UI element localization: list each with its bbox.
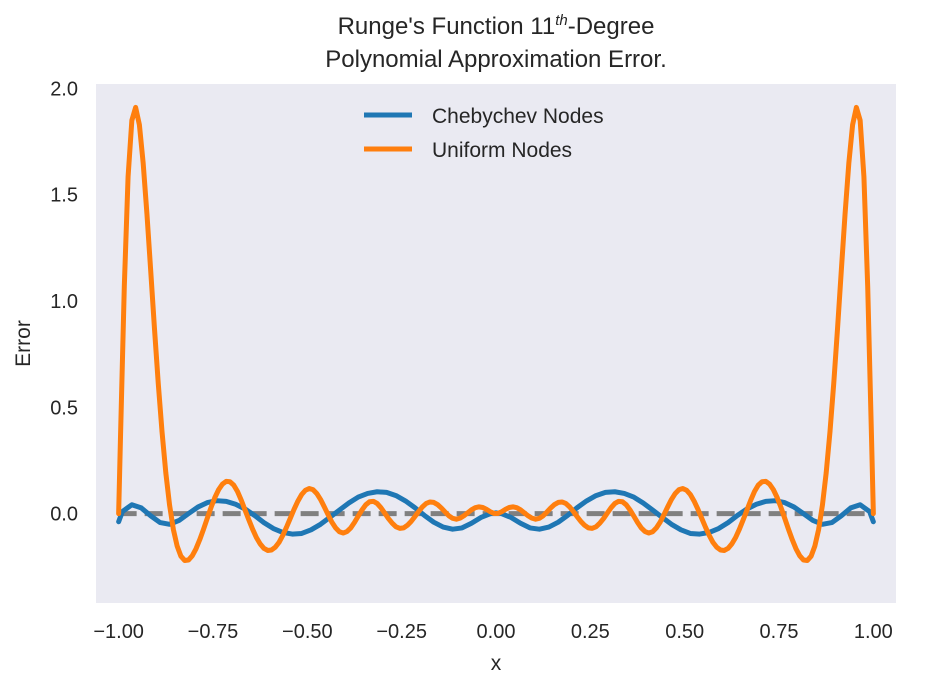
y-tick-label: 0.5 (50, 397, 78, 419)
x-tick-label: −0.25 (376, 621, 427, 643)
x-tick-label: 0.25 (571, 621, 610, 643)
x-tick-label: −0.75 (188, 621, 239, 643)
chart-title-post: -Degree (567, 13, 655, 40)
x-tick-label: −0.50 (282, 621, 333, 643)
plot-area (96, 84, 896, 603)
x-tick-label: 1.00 (854, 621, 893, 643)
series-group (116, 104, 876, 563)
y-tick-label: 0.0 (50, 504, 78, 526)
x-tick-label: −1.00 (93, 621, 144, 643)
y-tick-label: 2.0 (50, 78, 78, 100)
x-axis-ticks: −1.00 −0.75 −0.50 −0.25 0.00 0.25 0.50 0.75 1.00 (93, 621, 892, 643)
x-axis-label: x (491, 652, 502, 675)
chart-title-pre: Runge's Function 11 (337, 13, 556, 40)
uniform-nodes-line (116, 104, 876, 563)
chart-title-line-2: Polynomial Approximation Error. (325, 46, 667, 73)
x-tick-label: 0.50 (665, 621, 704, 643)
x-tick-label: 0.00 (477, 621, 516, 643)
legend-label: Uniform Nodes (432, 139, 572, 162)
y-axis-label: Error (12, 320, 35, 367)
x-tick-label: 0.75 (760, 621, 799, 643)
y-tick-label: 1.0 (50, 291, 78, 313)
y-tick-label: 1.5 (50, 185, 78, 207)
legend: Chebychev Nodes Uniform Nodes (364, 105, 604, 162)
chart-title-superscript: th (555, 12, 568, 29)
chart-title-line-1: Runge's Function 11th-Degree (96, 12, 896, 41)
legend-label: Chebychev Nodes (432, 105, 604, 128)
y-axis-ticks: 0.0 0.5 1.0 1.5 2.0 (50, 78, 78, 525)
